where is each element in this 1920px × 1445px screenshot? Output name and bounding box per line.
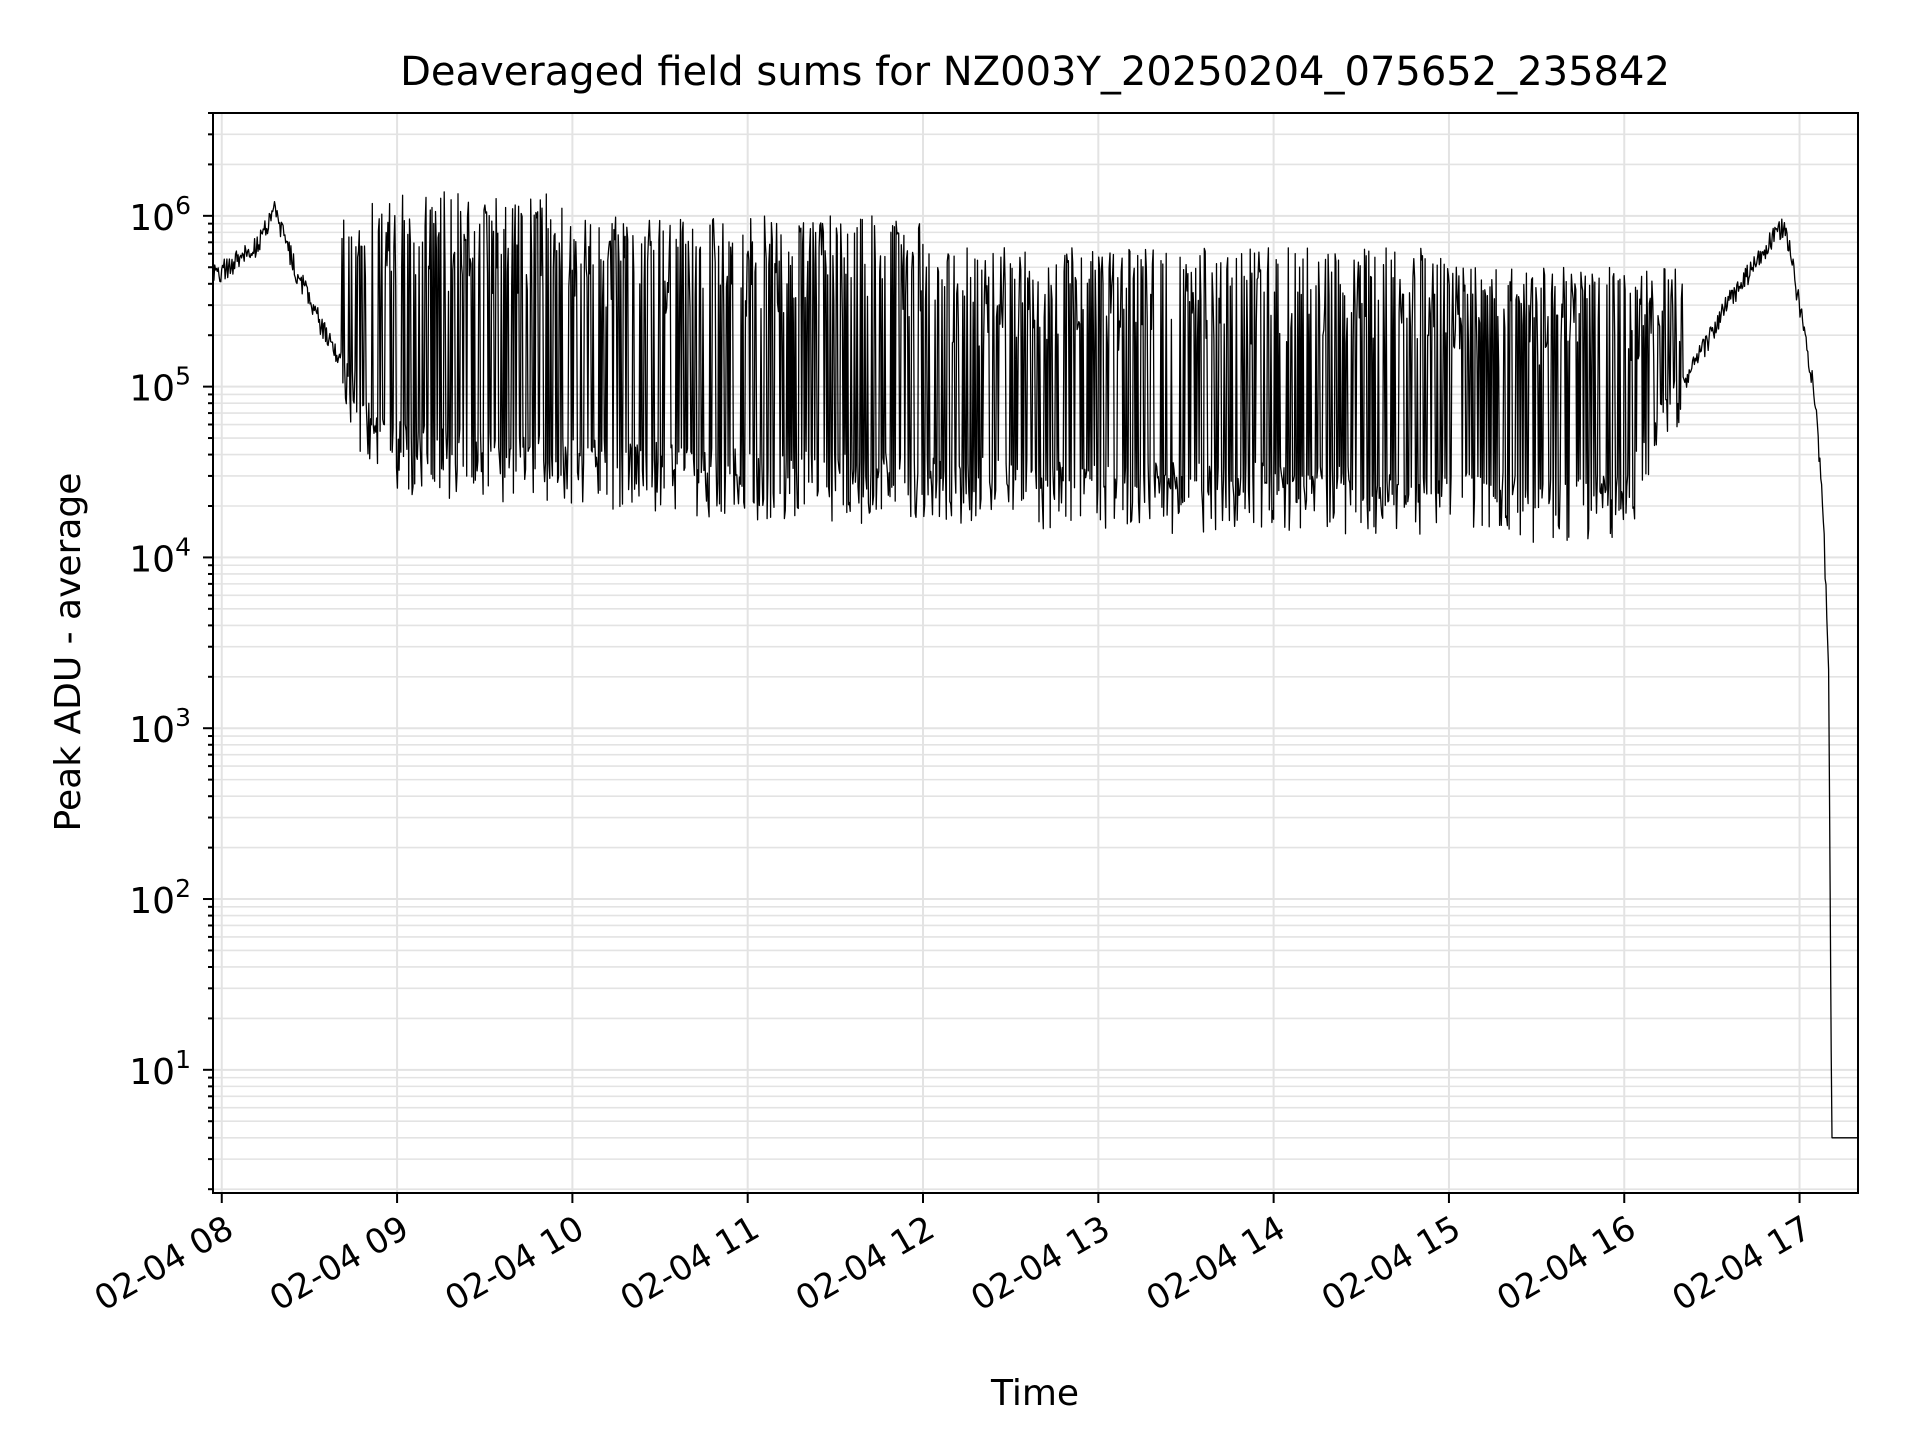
y-tick-label: 102: [129, 874, 191, 922]
y-tick-label: 101: [129, 1045, 191, 1093]
plot-frame: [212, 112, 1859, 1194]
series-line: [212, 191, 1858, 1139]
series-layer: [212, 191, 1858, 1139]
y-tick-label: 105: [129, 362, 191, 410]
y-tick-label: 103: [129, 703, 191, 751]
y-tick-label: 106: [129, 191, 191, 239]
chart-title: Deaveraged field sums for NZ003Y_2025020…: [400, 49, 1670, 95]
y-tick-label: 104: [129, 532, 191, 580]
y-axis-label: Peak ADU - average: [48, 473, 89, 832]
x-axis-label: Time: [990, 1373, 1079, 1414]
